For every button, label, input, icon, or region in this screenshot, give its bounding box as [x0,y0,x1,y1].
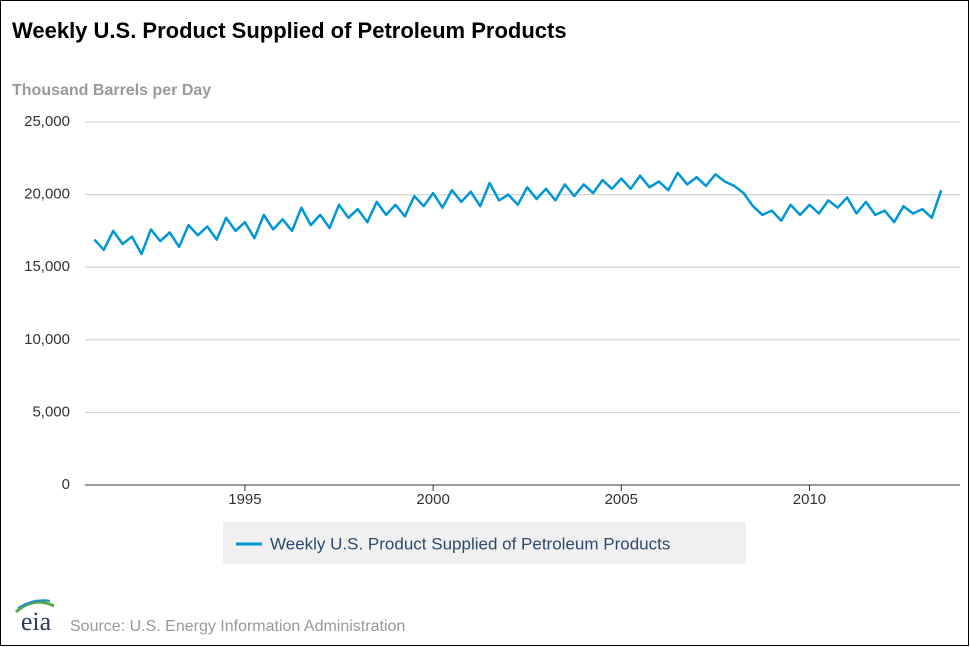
legend-label: Weekly U.S. Product Supplied of Petroleu… [270,534,670,553]
chart-title: Weekly U.S. Product Supplied of Petroleu… [12,18,567,43]
y-tick-label: 0 [62,476,70,493]
logo-swoosh [15,600,55,614]
y-axis-label: Thousand Barrels per Day [12,82,211,99]
y-tick-label: 10,000 [24,331,70,348]
legend [223,522,746,564]
y-tick-label: 5,000 [32,403,70,420]
y-tick-label: 20,000 [24,186,70,203]
y-tick-label: 15,000 [24,258,70,275]
x-tick-label: 1995 [228,491,261,508]
x-tick-label: 2000 [416,491,449,508]
series-line [93,171,943,256]
x-tick-label: 2005 [605,491,638,508]
x-tick-label: 2010 [793,491,826,508]
logo: eia [21,607,52,636]
source: Source: U.S. Energy Information Administ… [70,618,405,635]
y-tick-label: 25,000 [24,113,70,130]
logo-swoosh [17,599,51,609]
